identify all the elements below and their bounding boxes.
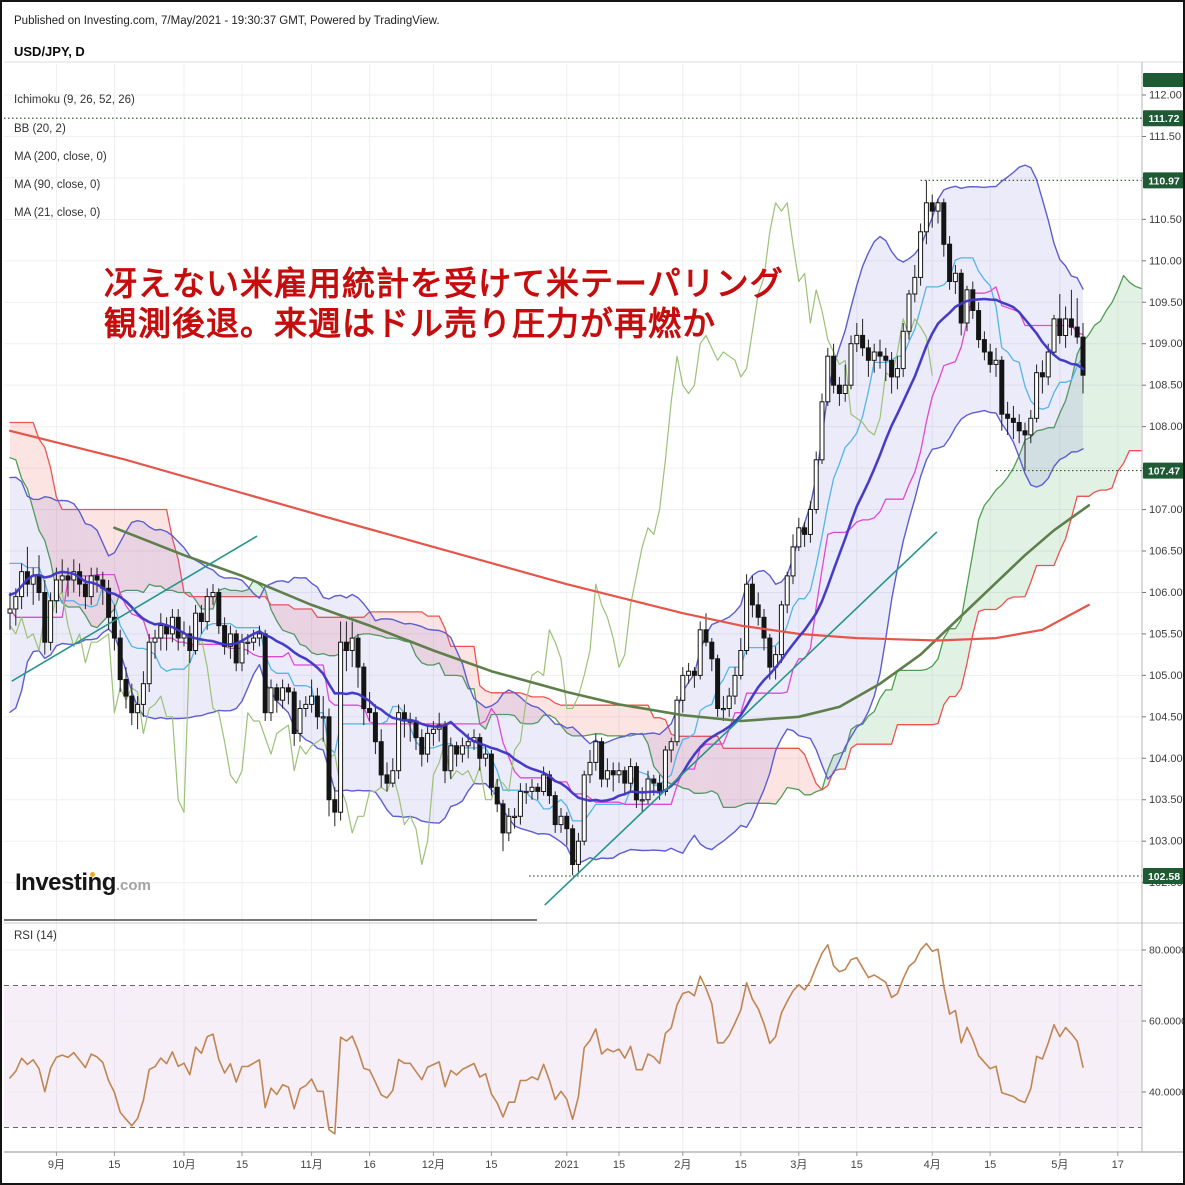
svg-text:107.47: 107.47	[1148, 466, 1180, 478]
svg-text:105.00: 105.00	[1149, 670, 1183, 682]
svg-text:4月: 4月	[924, 1159, 941, 1171]
svg-text:104.50: 104.50	[1149, 711, 1183, 723]
svg-text:111.72: 111.72	[1149, 113, 1180, 125]
svg-text:12月: 12月	[422, 1159, 445, 1171]
svg-text:103.00: 103.00	[1149, 836, 1183, 848]
svg-text:104.00: 104.00	[1149, 753, 1183, 765]
svg-text:102.58: 102.58	[1148, 871, 1180, 883]
svg-text:109.50: 109.50	[1149, 297, 1183, 309]
svg-text:108.50: 108.50	[1149, 380, 1183, 392]
svg-text:2021: 2021	[555, 1159, 579, 1171]
svg-text:15: 15	[613, 1159, 625, 1171]
logo-suffix: .com	[115, 877, 151, 894]
annotation-line1: 冴えない米雇用統計を受けて米テーパリング	[104, 265, 784, 302]
svg-text:112.00: 112.00	[1149, 90, 1182, 102]
svg-text:110.00: 110.00	[1149, 255, 1182, 267]
svg-text:110.97: 110.97	[1148, 175, 1180, 187]
svg-text:105.50: 105.50	[1149, 628, 1183, 640]
indicator-label-rsi[interactable]: RSI (14)	[14, 930, 57, 942]
svg-text:15: 15	[108, 1159, 120, 1171]
svg-text:106.50: 106.50	[1149, 546, 1183, 558]
svg-text:9月: 9月	[48, 1159, 65, 1171]
svg-text:110.50: 110.50	[1149, 214, 1182, 226]
logo-text: Investing	[15, 869, 116, 896]
svg-text:80.0000: 80.0000	[1149, 945, 1185, 957]
svg-text:15: 15	[236, 1159, 248, 1171]
svg-text:109.00: 109.00	[1149, 338, 1183, 350]
svg-text:108.00: 108.00	[1149, 421, 1183, 433]
svg-text:11月: 11月	[300, 1159, 322, 1171]
svg-text:10月: 10月	[172, 1159, 195, 1171]
svg-text:103.50: 103.50	[1149, 794, 1183, 806]
logo-orange-dot-icon	[90, 872, 95, 877]
svg-text:16: 16	[363, 1159, 375, 1171]
svg-text:107.00: 107.00	[1149, 504, 1183, 516]
svg-text:15: 15	[485, 1159, 497, 1171]
svg-text:15: 15	[984, 1159, 996, 1171]
published-line: Published on Investing.com, 7/May/2021 -…	[14, 15, 440, 27]
indicator-label-ma200[interactable]: MA (200, close, 0)	[14, 151, 107, 163]
indicator-label-ma21[interactable]: MA (21, close, 0)	[14, 207, 101, 219]
investing-logo: Investing.com	[15, 869, 151, 897]
symbol-title: USD/JPY, D	[14, 44, 85, 59]
svg-text:40.0000: 40.0000	[1149, 1087, 1185, 1099]
svg-text:15: 15	[851, 1159, 863, 1171]
svg-text:2月: 2月	[674, 1159, 691, 1171]
svg-text:17: 17	[1112, 1159, 1124, 1171]
indicator-label-ichimoku[interactable]: Ichimoku (9, 26, 52, 26)	[14, 94, 135, 106]
svg-text:3月: 3月	[790, 1159, 807, 1171]
svg-text:15: 15	[735, 1159, 747, 1171]
indicator-label-bb[interactable]: BB (20, 2)	[14, 123, 66, 135]
svg-text:111.50: 111.50	[1149, 131, 1181, 143]
annotation-line2: 観測後退。来週はドル売り圧力が再燃か	[104, 305, 716, 342]
svg-text:106.00: 106.00	[1149, 587, 1183, 599]
svg-text:60.0000: 60.0000	[1149, 1016, 1185, 1028]
indicator-label-ma90[interactable]: MA (90, close, 0)	[14, 179, 101, 191]
annotation-text: 冴えない米雇用統計を受けて米テーパリング 観測後退。来週はドル売り圧力が再燃か	[104, 264, 784, 344]
svg-text:5月: 5月	[1051, 1159, 1068, 1171]
